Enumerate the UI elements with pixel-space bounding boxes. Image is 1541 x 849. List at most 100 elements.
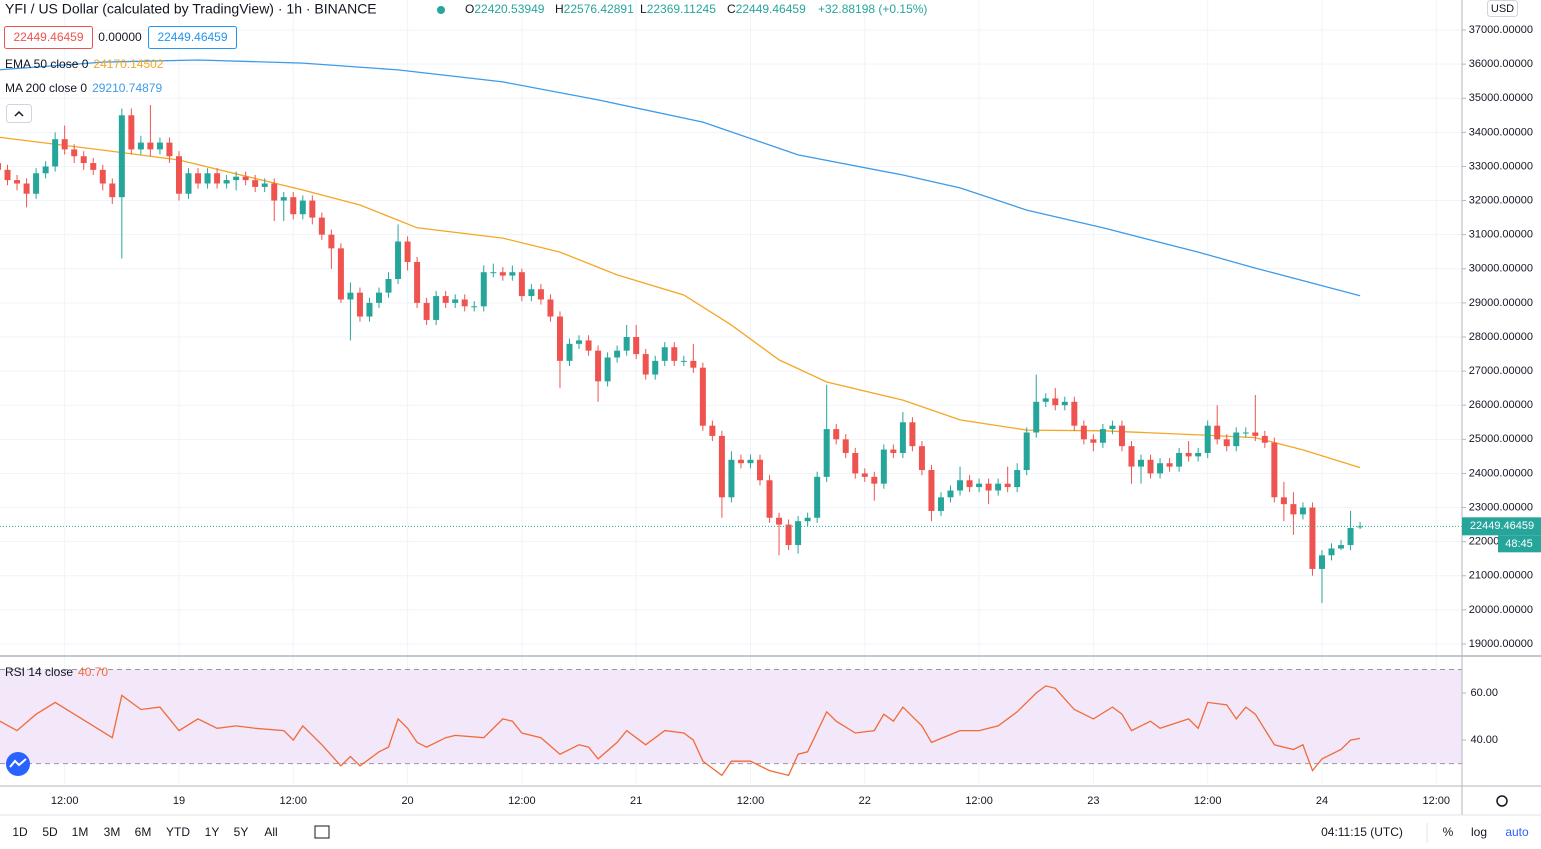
x-tick-label: 12:00 [51, 795, 79, 807]
candle-body [261, 183, 268, 187]
range-button[interactable]: 1Y [205, 825, 220, 839]
candle-body [737, 459, 744, 464]
candle-body [480, 272, 487, 307]
settings-icon[interactable] [1496, 795, 1508, 807]
ohlc-item: O22420.53949 [465, 2, 545, 16]
candle-body [747, 459, 754, 464]
x-tick-label: 23 [1087, 795, 1099, 807]
candle-body [833, 429, 840, 440]
candle-body [1176, 452, 1183, 467]
ohlc-key: O [465, 2, 474, 16]
candle-body [1318, 555, 1325, 569]
market-status [437, 6, 445, 14]
range-button[interactable]: 1D [12, 825, 28, 839]
candle-body [385, 279, 392, 293]
ohlc-item: L22369.11245 [640, 2, 716, 16]
collapse-button[interactable] [6, 104, 32, 123]
candle-body [318, 217, 325, 235]
candle-body [1014, 470, 1021, 488]
candle-body [347, 292, 354, 300]
candle-body [871, 476, 878, 484]
candle-body [661, 347, 668, 361]
range-button[interactable]: 5Y [234, 825, 249, 839]
range-button[interactable]: 1M [72, 825, 89, 839]
candle-body [576, 340, 583, 344]
y-tick-label: 28000.00000 [1469, 331, 1533, 343]
indicator-line [0, 136, 1361, 469]
legend-value: 40.70 [78, 665, 108, 679]
date-range-icon[interactable] [314, 825, 330, 839]
candle-body [1033, 401, 1040, 433]
candle-body [1261, 435, 1268, 443]
range-button[interactable]: 3M [104, 825, 121, 839]
ohlc-item: H22576.42891 [555, 2, 634, 16]
candle-body [1023, 432, 1030, 471]
candle-body [33, 173, 40, 194]
legend-value: 24170.14502 [93, 57, 163, 71]
candle-body [71, 149, 78, 157]
last-price-label: 22449.46459 [1470, 520, 1534, 532]
candle-body [280, 197, 287, 201]
countdown: 48:45 [1505, 538, 1533, 550]
candle-body [966, 480, 973, 488]
scale-option[interactable]: % [1443, 825, 1454, 839]
candle-body [528, 289, 535, 297]
range-button[interactable]: 5D [42, 825, 58, 839]
x-tick-label: 22 [859, 795, 871, 807]
candle-body [547, 299, 554, 317]
candle-body [852, 452, 859, 474]
candle-body [1147, 459, 1154, 474]
y-tick-label: 25000.00000 [1469, 433, 1533, 445]
ohlc-legend: O22420.53949 H22576.42891 L22369.11245 C224… [465, 2, 806, 16]
candle-body [204, 173, 211, 184]
currency-box[interactable] [1487, 0, 1518, 17]
y-tick-label: 33000.00000 [1469, 160, 1533, 172]
candle-body [623, 336, 630, 351]
price-box[interactable] [4, 26, 93, 49]
toolbar: 1D 5D 1M 3M 6M YTD 1Y 5Y All 04:11:15 (UTC)% log au… [12, 823, 1529, 843]
x-tick-label: 12:00 [280, 795, 308, 807]
x-tick-label: 20 [401, 795, 413, 807]
candle-body [861, 473, 868, 477]
candle-body [461, 299, 468, 307]
x-tick-label: 12:00 [1194, 795, 1222, 807]
candle-body [1052, 398, 1059, 406]
candle-body [947, 490, 954, 498]
legend-name: EMA 50 close 0 [5, 57, 89, 71]
x-tick-label: 24 [1316, 795, 1328, 807]
candle-body [585, 340, 592, 351]
range-button[interactable]: 6M [135, 825, 152, 839]
candle-body [1214, 425, 1221, 440]
range-button[interactable]: All [264, 825, 277, 839]
y-tick-label: 26000.00000 [1469, 399, 1533, 411]
candle-body [109, 183, 116, 198]
y-tick-label: 60.00 [1470, 687, 1498, 699]
price-box[interactable] [148, 26, 237, 49]
candle-body [1299, 507, 1306, 515]
candle-body [776, 517, 783, 525]
candle-body [128, 115, 135, 150]
ohlc-key: L [640, 2, 647, 16]
scale-option[interactable]: auto [1505, 825, 1529, 839]
logo-mark [9, 758, 27, 768]
x-tick-label: 21 [630, 795, 642, 807]
candle-body [118, 115, 125, 198]
candle-body [1138, 459, 1145, 467]
collapse-icon [14, 110, 24, 117]
candle-body [309, 200, 316, 218]
legend-name: RSI 14 close [5, 665, 73, 679]
candle-body [90, 163, 97, 170]
candle-body [433, 296, 440, 320]
candle-body [1109, 425, 1116, 430]
candle-body [356, 292, 363, 317]
y-tick-label: 19000.00000 [1469, 638, 1533, 650]
range-button[interactable]: YTD [166, 825, 190, 839]
candle-body [166, 142, 173, 157]
scale-option[interactable]: log [1471, 825, 1487, 839]
candle-body [1166, 463, 1173, 467]
x-tick-label: 12:00 [737, 795, 765, 807]
candle-body [785, 524, 792, 546]
candle-body [1328, 548, 1335, 556]
candle-body [233, 176, 240, 181]
x-tick-label: 12:00 [1423, 795, 1451, 807]
